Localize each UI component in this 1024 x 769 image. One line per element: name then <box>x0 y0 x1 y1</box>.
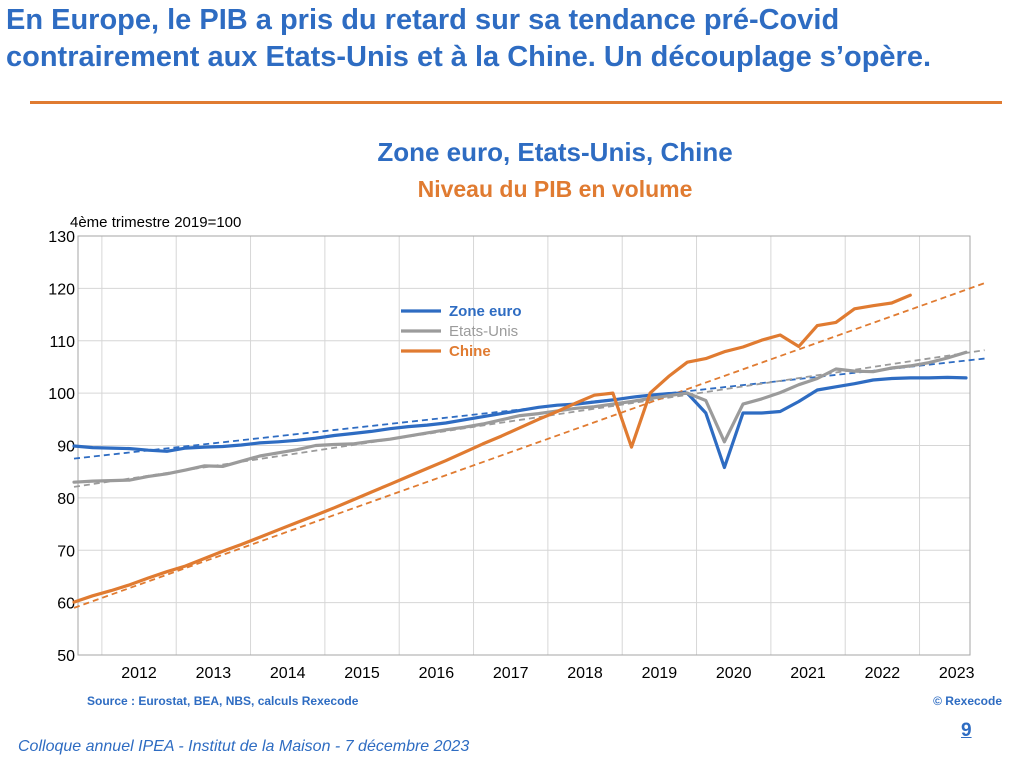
legend-label: Chine <box>449 343 491 360</box>
y-axis-label: 4ème trimestre 2019=100 <box>70 214 242 231</box>
y-tick-label: 70 <box>57 543 75 560</box>
legend-label: Etats-Unis <box>449 323 518 340</box>
x-tick-label: 2017 <box>493 665 529 682</box>
x-tick-label: 2012 <box>121 665 157 682</box>
footer-text: Colloque annuel IPEA - Institut de la Ma… <box>18 738 470 755</box>
x-tick-label: 2018 <box>567 665 603 682</box>
trend-line <box>73 357 985 460</box>
x-tick-label: 2015 <box>344 665 380 682</box>
y-tick-label: 120 <box>48 281 75 298</box>
x-tick-label: 2020 <box>716 665 752 682</box>
x-tick-label: 2013 <box>196 665 232 682</box>
x-tick-label: 2019 <box>642 665 678 682</box>
y-tick-label: 100 <box>48 386 75 403</box>
trend-line <box>73 282 985 609</box>
copyright-note: © Rexecode <box>933 694 1002 708</box>
y-tick-label: 110 <box>49 334 75 351</box>
x-tick-label: 2016 <box>419 665 455 682</box>
y-tick-label: 60 <box>57 596 75 613</box>
y-tick-label: 130 <box>48 229 75 246</box>
chart-title: Zone euro, Etats-Unis, Chine <box>377 137 733 167</box>
chart-subtitle: Niveau du PIB en volume <box>417 176 693 202</box>
y-tick-label: 80 <box>57 491 75 508</box>
x-tick-label: 2023 <box>939 665 975 682</box>
x-tick-label: 2014 <box>270 665 306 682</box>
y-tick-label: 50 <box>57 648 75 665</box>
slide-title: En Europe, le PIB a pris du retard sur s… <box>6 4 932 73</box>
page-number[interactable]: 9 <box>961 720 972 741</box>
legend-label: Zone euro <box>449 303 522 320</box>
x-tick-label: 2022 <box>865 665 901 682</box>
title-divider <box>30 101 1002 104</box>
series-line-chine <box>72 293 912 604</box>
series-line-etats-unis <box>72 350 968 484</box>
y-tick-label: 90 <box>57 439 75 456</box>
series-line-zone-euro <box>72 375 968 470</box>
x-tick-label: 2021 <box>790 665 826 682</box>
source-note: Source : Eurostat, BEA, NBS, calculs Rex… <box>87 694 359 708</box>
